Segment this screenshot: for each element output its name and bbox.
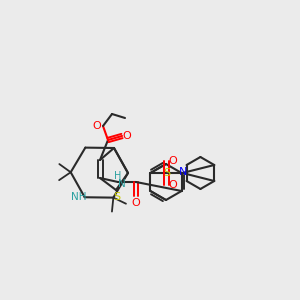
Text: H: H: [114, 171, 122, 181]
Text: O: O: [168, 180, 177, 190]
Text: N: N: [179, 167, 188, 177]
Text: N: N: [118, 179, 126, 189]
Text: O: O: [93, 121, 101, 131]
Text: O: O: [168, 156, 177, 166]
Text: O: O: [123, 131, 131, 141]
Text: S: S: [113, 192, 121, 202]
Text: NH: NH: [71, 192, 86, 202]
Text: O: O: [132, 198, 140, 208]
Text: S: S: [163, 168, 170, 178]
